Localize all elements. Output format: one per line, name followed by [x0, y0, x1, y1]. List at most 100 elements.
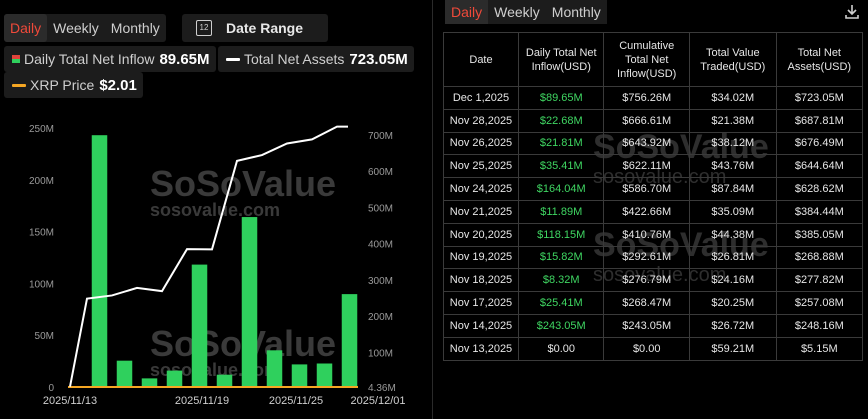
calendar-icon: 12	[196, 20, 212, 36]
cell-value-traded: $59.21M	[688, 336, 777, 361]
price-label: XRP Price	[30, 77, 95, 93]
y-left-tick-label: 150M	[29, 228, 54, 239]
inflow-bar	[191, 264, 208, 387]
cell-date: Nov 13,2025	[443, 336, 519, 361]
table-panel: Daily Weekly Monthly SoSoValue sosovalue…	[433, 0, 868, 419]
cell-cumulative-inflow: $666.61M	[603, 108, 690, 133]
cell-value-traded: $43.76M	[688, 154, 777, 179]
cell-net-assets: $248.16M	[775, 313, 864, 338]
table-header-row: Date Daily Total Net Inflow(USD) Cumulat…	[443, 32, 864, 87]
inflow-bar	[166, 370, 183, 387]
legend-inflow[interactable]: Daily Total Net Inflow 89.65M	[4, 46, 216, 72]
cell-daily-inflow: $164.04M	[517, 177, 605, 201]
cell-net-assets: $384.44M	[775, 199, 864, 224]
y-right-tick-label: 300M	[368, 276, 393, 287]
inflow-bar	[341, 294, 358, 387]
table-row: Nov 24,2025 $164.04M $586.70M $87.84M $628.6…	[443, 177, 864, 201]
tab-daily[interactable]: Daily	[4, 14, 48, 42]
inflow-label: Daily Total Net Inflow	[24, 51, 155, 67]
cell-cumulative-inflow: $422.66M	[603, 199, 690, 224]
inflow-bar	[91, 135, 108, 387]
cell-daily-inflow: $243.05M	[517, 313, 605, 338]
inflow-bar	[291, 364, 308, 387]
cell-daily-inflow: $15.82M	[517, 245, 605, 270]
col-net-assets: Total Net Assets(USD)	[775, 32, 864, 87]
y-right-tick-label: 100M	[368, 348, 393, 359]
cell-cumulative-inflow: $756.26M	[603, 86, 690, 110]
cell-date: Nov 26,2025	[443, 131, 519, 156]
cell-value-traded: $34.02M	[688, 86, 777, 110]
y-right-tick-label: 700M	[368, 131, 393, 142]
cell-daily-inflow: $22.68M	[517, 108, 605, 133]
col-daily-inflow: Daily Total Net Inflow(USD)	[517, 32, 605, 87]
y-right-tick-label: 4.36M	[368, 383, 396, 394]
cell-value-traded: $26.81M	[688, 245, 777, 270]
table-row: Nov 25,2025 $35.41M $622.11M $43.76M $644.64…	[443, 154, 864, 179]
cell-date: Nov 18,2025	[443, 268, 519, 293]
cell-cumulative-inflow: $643.92M	[603, 131, 690, 156]
panel-divider	[432, 0, 433, 419]
table-row: Dec 1,2025 $89.65M $756.26M $34.02M $723.05M	[443, 86, 864, 110]
table-row: Nov 19,2025 $15.82M $292.61M $26.81M $268.88…	[443, 245, 864, 270]
inflow-bar	[316, 363, 333, 387]
cell-net-assets: $687.81M	[775, 108, 864, 133]
table-row: Nov 26,2025 $21.81M $643.92M $38.12M $676.49…	[443, 131, 864, 156]
inflow-bar	[241, 217, 258, 387]
cell-daily-inflow: $21.81M	[517, 131, 605, 156]
cell-value-traded: $26.72M	[688, 313, 777, 338]
y-left-tick-label: 0	[48, 383, 54, 394]
table-period-tabs: Daily Weekly Monthly	[445, 0, 607, 24]
table-tab-weekly[interactable]: Weekly	[494, 4, 540, 20]
watermark-brand: SoSoValue	[150, 163, 336, 204]
table-tab-monthly[interactable]: Monthly	[551, 4, 601, 20]
table-row: Nov 13,2025 $0.00 $0.00 $59.21M $5.15M	[443, 336, 864, 361]
download-icon[interactable]	[844, 4, 860, 20]
cell-cumulative-inflow: $0.00	[603, 336, 690, 361]
inflow-value: 89.65M	[159, 50, 210, 68]
cell-daily-inflow: $8.32M	[517, 268, 605, 293]
cell-date: Nov 25,2025	[443, 154, 519, 179]
table-row: Nov 28,2025 $22.68M $666.61M $21.38M $687.81…	[443, 108, 864, 133]
date-range-label: Date Range	[226, 20, 304, 36]
tab-weekly[interactable]: Weekly	[53, 20, 99, 36]
date-range-button[interactable]: 12 Date Range	[182, 14, 328, 42]
cell-daily-inflow: $25.41M	[517, 291, 605, 315]
inflow-bar	[216, 374, 233, 387]
etf-flow-table: Date Daily Total Net Inflow(USD) Cumulat…	[443, 32, 864, 361]
table-row: Nov 14,2025 $243.05M $243.05M $26.72M $248.1…	[443, 313, 864, 338]
legend-price[interactable]: XRP Price $2.01	[4, 72, 143, 98]
table-tab-daily[interactable]: Daily	[445, 0, 489, 24]
inflow-bar	[266, 350, 283, 387]
x-tick-label: 2025/11/25	[269, 395, 323, 407]
x-tick-label: 2025/12/01	[350, 395, 405, 407]
cell-date: Nov 14,2025	[443, 313, 519, 338]
cell-value-traded: $35.09M	[688, 199, 777, 224]
cell-value-traded: $87.84M	[688, 177, 777, 201]
price-swatch-icon	[12, 83, 26, 87]
y-right-tick-label: 400M	[368, 240, 393, 251]
cell-net-assets: $268.88M	[775, 245, 864, 270]
cell-net-assets: $277.82M	[775, 268, 864, 293]
net-assets-line	[69, 125, 348, 387]
cell-date: Nov 21,2025	[443, 199, 519, 224]
cell-daily-inflow: $35.41M	[517, 154, 605, 179]
cell-date: Dec 1,2025	[443, 86, 519, 110]
col-cumulative-inflow: Cumulative Total Net Inflow(USD)	[603, 32, 690, 87]
inflow-bar	[116, 360, 133, 387]
cell-value-traded: $38.12M	[688, 131, 777, 156]
cell-cumulative-inflow: $243.05M	[603, 313, 690, 338]
period-tabs: Daily Weekly Monthly	[4, 14, 166, 42]
cell-date: Nov 20,2025	[443, 222, 519, 247]
legend-assets[interactable]: Total Net Assets 723.05M	[218, 46, 414, 72]
assets-swatch-icon	[226, 57, 240, 61]
y-left-tick-label: 250M	[29, 124, 54, 135]
y-left-tick-label: 100M	[29, 279, 54, 290]
cell-date: Nov 24,2025	[443, 177, 519, 201]
assets-label: Total Net Assets	[244, 51, 345, 67]
cell-net-assets: $5.15M	[775, 336, 864, 361]
table-row: Nov 18,2025 $8.32M $276.79M $24.16M $277.82M	[443, 268, 864, 293]
tab-monthly[interactable]: Monthly	[110, 20, 160, 36]
assets-value: 723.05M	[349, 50, 408, 68]
cell-net-assets: $644.64M	[775, 154, 864, 179]
table-row: Nov 17,2025 $25.41M $268.47M $20.25M $257.08…	[443, 291, 864, 315]
